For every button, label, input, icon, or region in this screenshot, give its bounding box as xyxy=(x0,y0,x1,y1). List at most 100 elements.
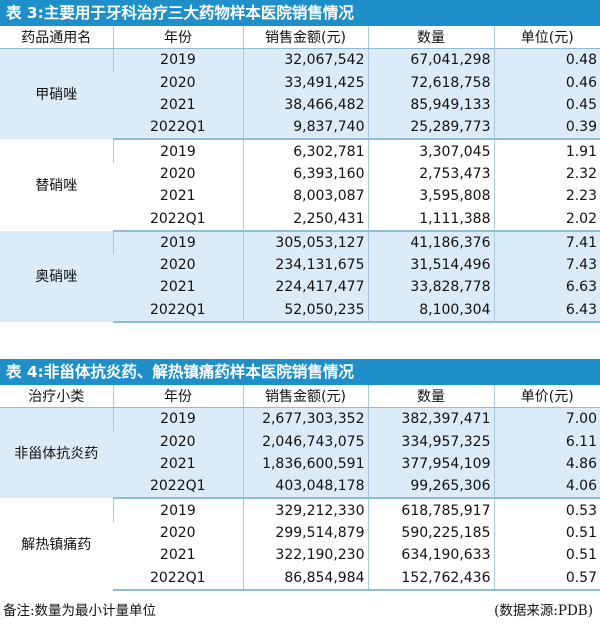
table-row: 2020 33,491,425 72,618,758 0.46 xyxy=(0,71,600,94)
sales-cell: 2,677,303,352 xyxy=(242,407,368,431)
sales-cell: 86,854,984 xyxy=(242,566,368,591)
year-cell: 2019 xyxy=(112,498,243,522)
header-cell: 年份 xyxy=(112,385,243,409)
header-cell: 数量 xyxy=(367,26,494,50)
table-4-header-row: 治疗小类 年份 销售金额(元) 数量 单价(元) xyxy=(0,385,600,409)
unit-price-cell: 0.48 xyxy=(493,48,600,72)
unit-price-cell: 0.51 xyxy=(493,521,600,545)
year-cell: 2022Q1 xyxy=(113,475,243,500)
group-name-cell: 奥硝唑 xyxy=(0,230,113,322)
sales-cell: 403,048,178 xyxy=(242,475,368,500)
sales-cell: 32,067,542 xyxy=(242,48,368,72)
sales-cell: 2,250,431 xyxy=(242,207,368,232)
unit-price-cell: 7.00 xyxy=(493,407,600,431)
sales-cell: 1,836,600,591 xyxy=(242,452,368,476)
sales-cell: 224,417,477 xyxy=(242,276,368,299)
table-row: 奥硝唑 2019 305,053,127 41,186,376 7.41 xyxy=(0,230,600,322)
sales-cell: 299,514,879 xyxy=(242,521,368,545)
sales-cell: 8,003,087 xyxy=(242,185,368,208)
quantity-cell: 634,190,633 xyxy=(367,544,494,567)
group-name-cell: 非甾体抗炎药 xyxy=(0,407,113,499)
unit-price-cell: 1.91 xyxy=(493,139,600,163)
unit-price-cell: 7.43 xyxy=(493,253,600,277)
unit-price-cell: 0.53 xyxy=(493,498,600,522)
unit-price-cell: 2.02 xyxy=(493,207,600,232)
footer-note: 备注:数量为最小计量单位 xyxy=(3,603,157,619)
quantity-cell: 31,514,496 xyxy=(367,253,494,277)
table-3-header-row: 药品通用名 年份 销售金额(元) 数量 单位(元) xyxy=(0,26,600,50)
header-cell: 销售金额(元) xyxy=(242,385,368,409)
unit-price-cell: 6.11 xyxy=(493,430,600,453)
table-row: 2022Q1 52,050,235 8,100,304 6.43 xyxy=(0,298,600,323)
unit-price-cell: 4.06 xyxy=(493,475,600,500)
table-row: 2021 38,466,482 85,949,133 0.45 xyxy=(0,93,600,117)
sales-cell: 9,837,740 xyxy=(242,116,368,141)
quantity-cell: 618,785,917 xyxy=(367,498,494,522)
row-group: 奥硝唑 2019 305,053,127 41,186,376 7.41 2020 234,… xyxy=(0,230,600,323)
year-cell: 2022Q1 xyxy=(113,207,243,232)
year-cell: 2021 xyxy=(113,276,243,299)
group-name-cell: 替硝唑 xyxy=(0,139,113,231)
quantity-cell: 99,265,306 xyxy=(367,475,494,500)
group-name-cell: 解热镇痛药 xyxy=(0,498,113,590)
row-group: 替硝唑 2019 6,302,781 3,307,045 1.91 2020 6,393,1… xyxy=(0,139,600,232)
year-cell: 2022Q1 xyxy=(113,566,243,591)
table-row: 非甾体抗炎药 2019 2,677,303,352 382,397,471 7.00 xyxy=(0,407,600,499)
table-row: 2022Q1 2,250,431 1,111,388 2.02 xyxy=(0,207,600,232)
unit-price-cell: 0.57 xyxy=(493,566,600,591)
year-cell: 2020 xyxy=(113,162,243,186)
table-4: 治疗小类 年份 销售金额(元) 数量 单价(元) 非甾体抗炎药 2019 2,677… xyxy=(0,385,600,591)
quantity-cell: 334,957,325 xyxy=(367,430,494,453)
header-cell: 单位(元) xyxy=(493,26,600,50)
unit-price-cell: 0.46 xyxy=(493,71,600,94)
sales-cell: 322,190,230 xyxy=(242,544,368,567)
quantity-cell: 3,307,045 xyxy=(367,139,494,163)
unit-price-cell: 7.41 xyxy=(493,230,600,254)
footer-note-bar: 备注:数量为最小计量单位 (数据来源:PDB) xyxy=(3,600,597,622)
table-row: 解热镇痛药 2019 329,212,330 618,785,917 0.53 xyxy=(0,498,600,590)
row-group: 甲硝唑 2019 32,067,542 67,041,298 0.48 2020 33,49… xyxy=(0,48,600,141)
quantity-cell: 67,041,298 xyxy=(367,48,494,72)
quantity-cell: 3,595,808 xyxy=(367,185,494,208)
year-cell: 2021 xyxy=(113,544,243,567)
quantity-cell: 377,954,109 xyxy=(367,452,494,476)
quantity-cell: 1,111,388 xyxy=(367,207,494,232)
table-row: 甲硝唑 2019 32,067,542 67,041,298 0.48 xyxy=(0,48,600,140)
header-cell: 治疗小类 xyxy=(0,385,113,409)
sales-cell: 305,053,127 xyxy=(242,230,368,254)
table-row: 2021 1,836,600,591 377,954,109 4.86 xyxy=(0,452,600,476)
quantity-cell: 8,100,304 xyxy=(367,298,494,323)
sales-cell: 2,046,743,075 xyxy=(242,430,368,453)
row-group: 解热镇痛药 2019 329,212,330 618,785,917 0.53 2020 2… xyxy=(0,498,600,591)
row-group: 非甾体抗炎药 2019 2,677,303,352 382,397,471 7.00 20… xyxy=(0,407,600,500)
quantity-cell: 152,762,436 xyxy=(367,566,494,591)
table-row: 2021 8,003,087 3,595,808 2.23 xyxy=(0,185,600,208)
table-row: 2020 234,131,675 31,514,496 7.43 xyxy=(0,253,600,277)
unit-price-cell: 2.23 xyxy=(493,185,600,208)
unit-price-cell: 6.43 xyxy=(493,298,600,323)
unit-price-cell: 6.63 xyxy=(493,276,600,299)
table-row: 2020 2,046,743,075 334,957,325 6.11 xyxy=(0,430,600,453)
table-3-title: 表 3:主要用于牙科治疗三大药物样本医院销售情况 xyxy=(0,0,600,26)
group-name-cell: 甲硝唑 xyxy=(0,48,113,140)
quantity-cell: 590,225,185 xyxy=(367,521,494,545)
header-cell: 单价(元) xyxy=(493,385,600,409)
year-cell: 2020 xyxy=(113,253,243,277)
sales-cell: 234,131,675 xyxy=(242,253,368,277)
unit-price-cell: 0.45 xyxy=(493,93,600,117)
table-row: 2022Q1 9,837,740 25,289,773 0.39 xyxy=(0,116,600,141)
sales-cell: 38,466,482 xyxy=(242,93,368,117)
table-row: 2022Q1 86,854,984 152,762,436 0.57 xyxy=(0,566,600,591)
year-cell: 2021 xyxy=(113,185,243,208)
table-4-title: 表 4:非甾体抗炎药、解热镇痛药样本医院销售情况 xyxy=(0,359,600,385)
table-row: 替硝唑 2019 6,302,781 3,307,045 1.91 xyxy=(0,139,600,231)
unit-price-cell: 4.86 xyxy=(493,452,600,476)
quantity-cell: 2,753,473 xyxy=(367,162,494,186)
table-row: 2021 224,417,477 33,828,778 6.63 xyxy=(0,276,600,299)
year-cell: 2020 xyxy=(113,521,243,545)
quantity-cell: 25,289,773 xyxy=(367,116,494,141)
year-cell: 2020 xyxy=(113,430,243,453)
unit-price-cell: 0.51 xyxy=(493,544,600,567)
quantity-cell: 85,949,133 xyxy=(367,93,494,117)
